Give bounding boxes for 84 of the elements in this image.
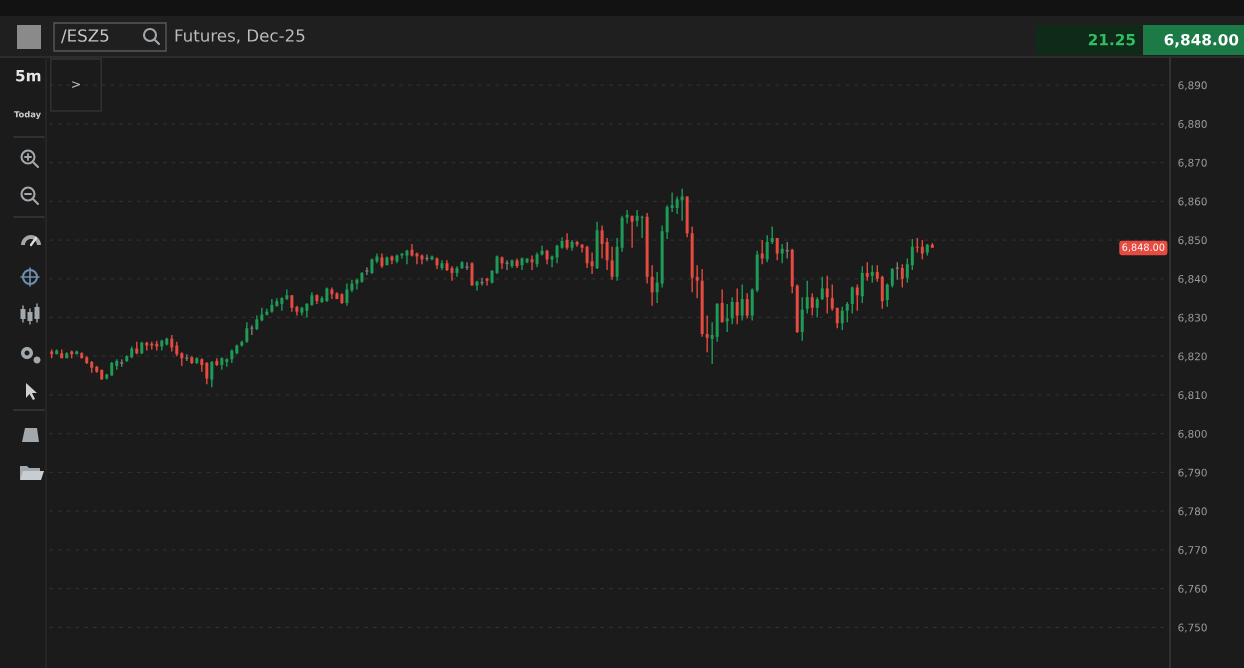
text: 5m [16,70,41,82]
candlestick [820,276,824,301]
candlestick [905,257,909,284]
y-tick-label: 6,780 [1178,507,1207,517]
chart-subtitle: Futures, Dec-25 [175,29,305,44]
candlestick [555,244,559,264]
candlestick [735,287,739,325]
candlestick [635,209,639,228]
candlestick [865,261,869,282]
candlestick [405,249,409,265]
candlestick [470,261,474,287]
candlestick [765,234,769,263]
candlestick [225,357,229,368]
candlestick [590,251,594,275]
candlestick [670,191,674,213]
candlestick [780,243,784,264]
candlestick [464,261,470,271]
candlestick [530,254,534,271]
candlestick [900,263,904,289]
candlestick [910,238,914,271]
y-tick-label: 6,770 [1178,546,1207,556]
y-tick-label: 6,750 [1178,623,1207,633]
candlestick [745,292,749,320]
candlestick [610,246,614,281]
text: 6,848.00 [1164,33,1239,48]
text: 21.25 [1088,33,1135,46]
candlestick [345,282,349,307]
candlestick [680,188,684,222]
candlestick [580,243,584,254]
candlestick [815,296,819,319]
candlestick [720,288,724,324]
candlestick [850,285,854,315]
candlestick [485,277,489,287]
y-tick-label: 6,790 [1178,468,1207,478]
candlestick [710,321,714,365]
candlestick [725,303,729,333]
candlestick [245,321,249,344]
candlestick [860,265,864,304]
candlestick [885,282,889,308]
candlestick [550,254,554,268]
candlestick [205,361,209,385]
y-tick-label: 6,840 [1178,274,1207,284]
candlestick [695,264,699,299]
annotation: 6,848.00 [1122,243,1165,252]
y-tick-label: 6,880 [1178,120,1207,130]
y-tick-label: 6,850 [1178,236,1207,246]
candlestick [830,283,834,312]
candlestick [585,245,589,269]
candlestick [730,296,734,325]
y-tick-label: 6,760 [1178,584,1207,594]
chart-title: /ESZ5 [61,29,109,44]
y-tick-label: 6,800 [1178,429,1207,439]
candlestick [655,271,659,304]
candlestick [845,301,849,324]
candlestick [625,209,629,225]
candlestick [810,292,814,317]
candlestick [210,360,214,388]
candlestick [285,288,289,301]
y-tick-label: 6,820 [1178,352,1207,362]
y-tick-label: 6,830 [1178,313,1207,323]
candlestick [540,245,544,257]
text: Today [14,110,41,120]
annotation: > [72,81,80,88]
y-tick-label: 6,890 [1178,81,1207,91]
candlestick [805,280,809,315]
y-tick-label: 6,810 [1178,391,1207,401]
candlestick [650,264,654,307]
candlestick [705,314,709,354]
candlestick [890,267,894,289]
candlestick [640,215,644,239]
candlestick [775,237,779,262]
candlestick [920,239,924,261]
y-tick-label: 6,870 [1178,158,1207,168]
candlestick [600,224,604,260]
candlestick [800,296,804,342]
y-tick-label: 6,860 [1178,197,1207,207]
candlestick [450,265,454,282]
candlestick [630,215,634,249]
candlestick [740,283,744,322]
candlestick [840,306,844,331]
candlestick [605,237,609,271]
candlestick [855,283,859,312]
candlestick [364,266,370,276]
candlestick [825,275,829,315]
